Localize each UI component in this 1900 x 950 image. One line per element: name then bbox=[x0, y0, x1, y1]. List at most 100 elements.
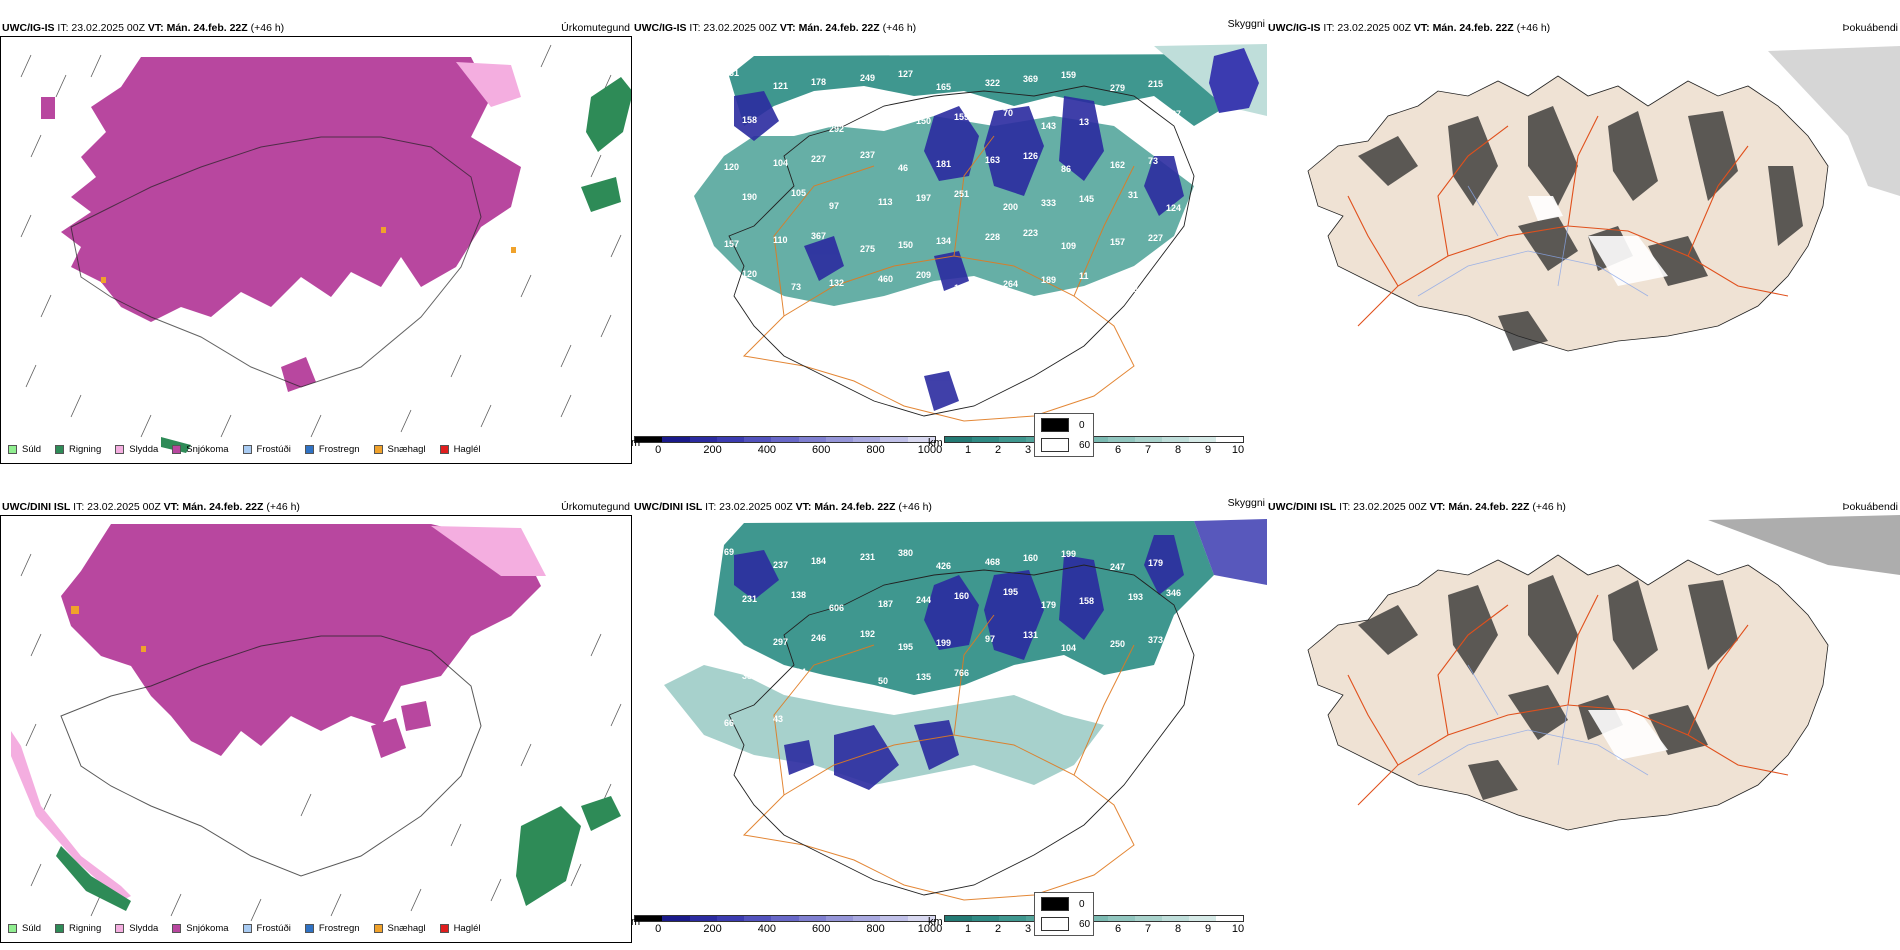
cloud-base-label: 66 bbox=[1003, 681, 1013, 691]
legend-item-sudl: Súld bbox=[8, 444, 41, 455]
cloud-base-label: 50 bbox=[878, 676, 888, 686]
cloud-base-label: 322 bbox=[985, 78, 1000, 88]
cloud-base-label: 514 bbox=[791, 667, 806, 677]
precip-map[interactable] bbox=[0, 515, 632, 943]
legend-label: Haglél bbox=[453, 923, 481, 934]
cloud-base-label: 126 bbox=[1023, 151, 1038, 161]
cloud-base-label: 197 bbox=[916, 193, 931, 203]
cloud-base-label: 606 bbox=[829, 603, 844, 613]
panel-header: UWC/DINI ISL IT: 23.02.2025 00Z VT: Mán.… bbox=[2, 501, 300, 513]
cloud-base-label: 162 bbox=[1110, 160, 1125, 170]
precip-map[interactable] bbox=[0, 36, 632, 464]
colorbar-tick-label: 600 bbox=[812, 444, 831, 456]
cloud-base-label: 79 bbox=[1166, 280, 1176, 290]
lead-time: (+46 h) bbox=[879, 22, 917, 34]
colorbar-tick-label: 10 bbox=[1231, 444, 1245, 456]
colorbar-unit: km bbox=[928, 437, 943, 449]
legend-item-frostregn: Frostregn bbox=[304, 923, 360, 934]
colorbar-cell bbox=[972, 916, 1000, 921]
colorbar-cell bbox=[853, 916, 881, 921]
fog-map[interactable] bbox=[1268, 515, 1900, 915]
cloud-base-label: 264 bbox=[1003, 279, 1018, 289]
cloud-base-label: 251 bbox=[954, 189, 969, 199]
cloud-base-label: 190 bbox=[742, 192, 757, 202]
panel-title: Úrkomutegund bbox=[561, 501, 630, 513]
cloud-base-label: 199 bbox=[936, 638, 951, 648]
issue-time: IT: 23.02.2025 00Z bbox=[686, 22, 780, 34]
cloud-base-label: 250 bbox=[1110, 639, 1125, 649]
legend-item-rigning: Rigning bbox=[55, 444, 101, 455]
cloud-base-label: 165 bbox=[936, 82, 951, 92]
colorbar-cell bbox=[1161, 437, 1189, 442]
lead-time: (+46 h) bbox=[895, 501, 932, 513]
model-name: UWC/IG-IS bbox=[2, 22, 55, 34]
fog-map[interactable] bbox=[1268, 36, 1900, 436]
swatch-icon bbox=[242, 445, 252, 454]
cloud-base-label: 150 bbox=[898, 240, 913, 250]
cloud-base-label: 227 bbox=[811, 154, 826, 164]
colorbar-cell bbox=[716, 437, 745, 442]
panel-header: UWC/IG-IS IT: 23.02.2025 00Z VT: Mán. 24… bbox=[634, 22, 916, 34]
colorbar-cell bbox=[1134, 437, 1162, 442]
vt-label: VT: bbox=[147, 22, 164, 34]
fog-legend-row: 60 bbox=[1041, 917, 1090, 931]
legend-label: Frostúði bbox=[256, 444, 291, 455]
colorbar-cell bbox=[1188, 916, 1216, 921]
colorbar-unit: m bbox=[631, 916, 641, 928]
cloud-base-label: 124 bbox=[791, 111, 806, 121]
cloud-base-label: 159 bbox=[954, 112, 969, 122]
colorbar-ticks: 0 200 400 600 800 1000 bbox=[634, 922, 942, 936]
colorbar-cell bbox=[1161, 916, 1189, 921]
cloud-base-label: 155 bbox=[829, 680, 844, 690]
colorbar-cell bbox=[1215, 437, 1244, 442]
colorbar-tick-label: 6 bbox=[1114, 923, 1122, 935]
fog-legend-row: 0 bbox=[1041, 418, 1085, 432]
cloud-base-label: 110 bbox=[773, 235, 788, 245]
cloud-base-label: 135 bbox=[916, 672, 931, 682]
panel-title: Þokuábendi bbox=[1842, 22, 1898, 34]
legend-label: Snæhagl bbox=[387, 923, 426, 934]
legend-item-slydda: Slydda bbox=[115, 923, 158, 934]
cloud-base-label: 104 bbox=[1061, 643, 1076, 653]
colorbar-cell bbox=[744, 916, 772, 921]
swatch-icon bbox=[304, 445, 314, 454]
cloud-base-label: 244 bbox=[916, 595, 931, 605]
fog-legend-row: 60 bbox=[1041, 438, 1090, 452]
colorbar-tick-label: 7 bbox=[1144, 923, 1152, 935]
fog-legend: 0 60 bbox=[1034, 892, 1094, 936]
colorbar-cells bbox=[944, 915, 1244, 922]
panel-header: UWC/DINI ISL IT: 23.02.2025 00Z VT: Mán.… bbox=[1268, 501, 1566, 513]
model-name: UWC/IG-IS bbox=[634, 22, 687, 34]
cloud-base-label: 86 bbox=[1061, 164, 1071, 174]
legend-label: 60 bbox=[1079, 439, 1091, 451]
colorbar-cell bbox=[635, 437, 663, 442]
colorbar-cell bbox=[945, 437, 973, 442]
legend-label: Rigning bbox=[69, 923, 102, 934]
cloud-base-label: 292 bbox=[829, 124, 844, 134]
cloud-base-label: 231 bbox=[860, 552, 875, 562]
cloud-base-label: 380 bbox=[742, 671, 757, 681]
model-name: UWC/IG-IS bbox=[1268, 22, 1321, 34]
colorbar-tick-label: 1000 bbox=[917, 444, 943, 456]
legend-item-haglel: Haglél bbox=[439, 923, 481, 934]
colorbar-ticks: 12345678910 bbox=[944, 922, 1244, 936]
colorbar-cell bbox=[825, 916, 854, 921]
legend-item-frostudi: Frostúði bbox=[242, 444, 291, 455]
precip-legend: Súld Rigning Slydda Snjókoma Frostúði Fr… bbox=[8, 444, 481, 455]
cloud-base-label: 684 bbox=[878, 120, 893, 130]
panel-header: UWC/IG-IS IT: 23.02.2025 00Z VT: Mán. 24… bbox=[2, 22, 284, 34]
colorbar-cell bbox=[1107, 437, 1135, 442]
fog-panel-dini: UWC/DINI ISL IT: 23.02.2025 00Z VT: Mán.… bbox=[1034, 493, 1900, 943]
cloud-base-label: 178 bbox=[811, 77, 826, 87]
swatch-icon bbox=[373, 445, 383, 454]
colorbar-tick-label: 400 bbox=[757, 923, 777, 935]
legend-label: Frostregn bbox=[318, 444, 360, 455]
colorbar-tick-label: 7 bbox=[1144, 444, 1152, 456]
legend-label: 60 bbox=[1079, 918, 1091, 930]
cloud-base-label: 97 bbox=[985, 634, 995, 644]
lead-time: (+46 h) bbox=[263, 501, 300, 513]
cloud-map[interactable]: 331 121 178 249 127 165 322 369 159 279 215 158 124 2… bbox=[634, 36, 1267, 436]
cloud-map[interactable]: 69 237 184 231 380 426 468 160 199 247 179 231 138 60… bbox=[634, 515, 1267, 915]
colorbar-cell bbox=[662, 437, 690, 442]
cloud-base-label: 97 bbox=[829, 201, 839, 211]
